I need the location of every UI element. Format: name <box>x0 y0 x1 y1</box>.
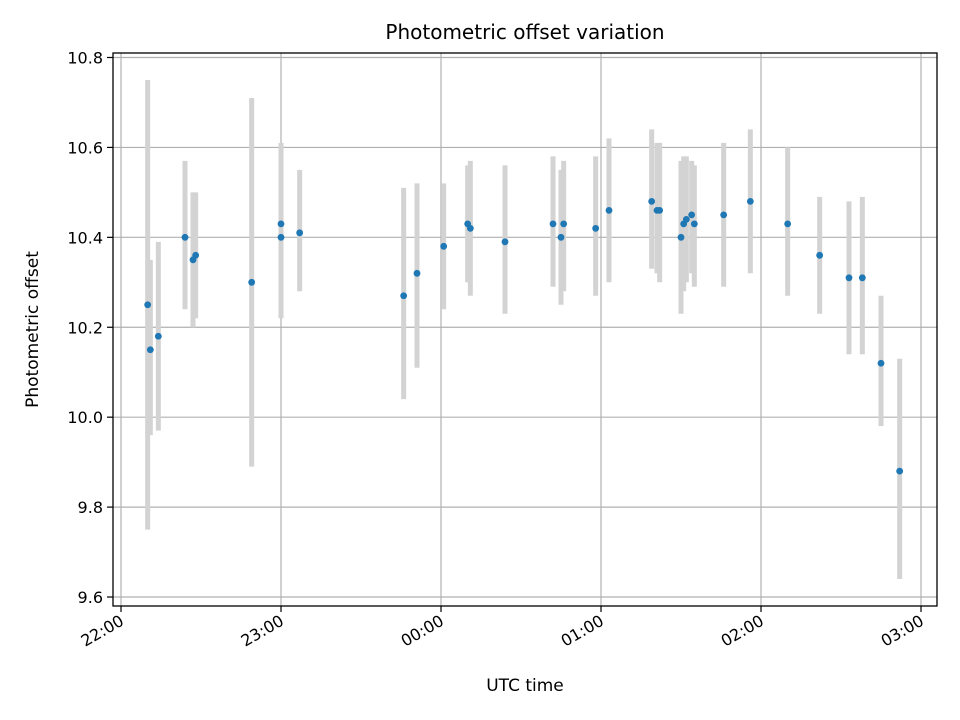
data-point <box>146 346 154 354</box>
data-point <box>605 206 613 214</box>
data-point <box>413 269 421 277</box>
data-point <box>560 220 568 228</box>
data-point <box>466 224 474 232</box>
data-point <box>858 274 866 282</box>
data-point <box>845 274 853 282</box>
x-axis-title: UTC time <box>486 676 564 696</box>
data-point <box>784 220 792 228</box>
data-point <box>816 251 824 259</box>
data-point <box>592 224 600 232</box>
data-point <box>277 233 285 241</box>
y-tick-label: 9.8 <box>78 498 103 517</box>
data-point <box>746 197 754 205</box>
data-points <box>144 197 904 475</box>
y-tick-label: 10.4 <box>67 228 103 247</box>
data-point <box>400 292 408 300</box>
data-point <box>690 220 698 228</box>
y-tick-label: 9.6 <box>78 588 103 607</box>
data-point <box>682 215 690 223</box>
data-point <box>248 278 256 286</box>
chart-title: Photometric offset variation <box>385 20 664 44</box>
data-point <box>677 233 685 241</box>
y-tick-label: 10.8 <box>67 48 103 67</box>
data-point <box>896 467 904 475</box>
y-tick-label: 10.2 <box>67 318 103 337</box>
data-point <box>656 206 664 214</box>
y-tick-label: 10.0 <box>67 408 103 427</box>
data-point <box>296 229 304 237</box>
y-axis-title: Photometric offset <box>23 251 43 408</box>
data-point <box>144 301 152 309</box>
data-point <box>720 211 728 219</box>
data-point <box>181 233 189 241</box>
data-point <box>501 238 509 246</box>
data-point <box>557 233 565 241</box>
data-point <box>440 242 448 250</box>
y-tick-label: 10.6 <box>67 138 103 157</box>
data-point <box>549 220 557 228</box>
data-point <box>877 359 885 367</box>
data-point <box>277 220 285 228</box>
plot-frame <box>112 52 938 607</box>
data-point <box>192 251 200 259</box>
data-point <box>688 211 696 219</box>
data-point <box>648 197 656 205</box>
data-point <box>154 332 162 340</box>
